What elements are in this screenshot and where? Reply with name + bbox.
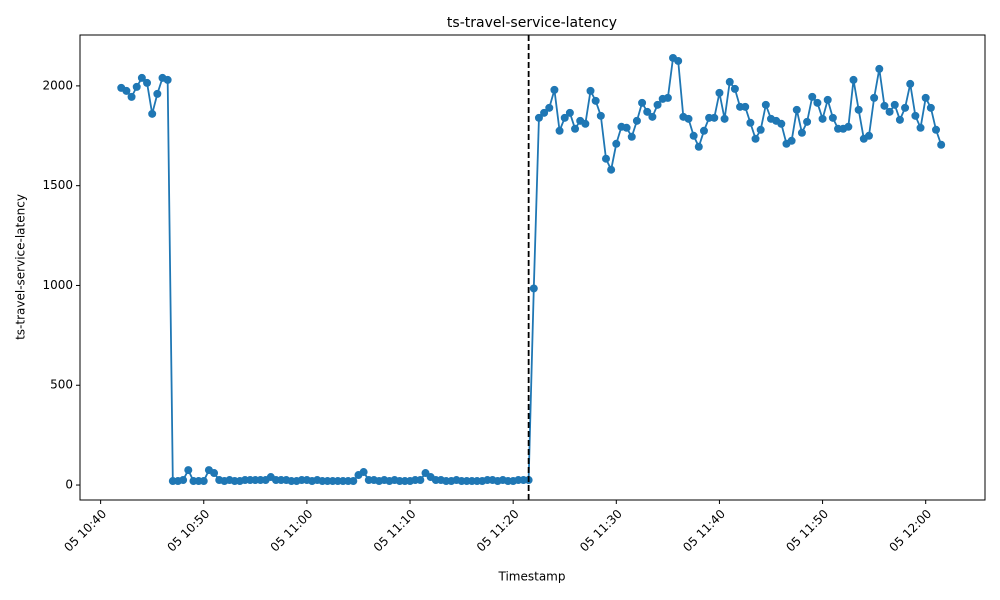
data-point xyxy=(586,86,595,95)
data-point xyxy=(179,476,188,485)
plot-frame xyxy=(79,34,986,501)
data-point xyxy=(741,102,750,111)
data-point xyxy=(674,56,683,65)
data-point xyxy=(901,103,910,112)
data-point xyxy=(756,125,765,134)
data-point xyxy=(937,140,946,149)
data-point xyxy=(153,89,162,98)
data-point xyxy=(596,111,605,120)
data-point xyxy=(184,466,193,475)
data-point xyxy=(545,103,554,112)
data-point xyxy=(880,101,889,110)
data-point xyxy=(854,105,863,114)
data-point xyxy=(849,75,858,84)
y-tick-label: 1000 xyxy=(42,278,73,292)
data-point xyxy=(803,117,812,126)
data-point xyxy=(761,100,770,109)
data-point xyxy=(540,108,549,117)
data-point xyxy=(199,477,208,486)
data-point xyxy=(565,108,574,117)
data-point xyxy=(210,469,219,478)
data-point xyxy=(581,119,590,128)
data-point xyxy=(875,64,884,73)
data-point xyxy=(601,154,610,163)
data-point xyxy=(932,125,941,134)
data-point xyxy=(607,165,616,174)
data-point xyxy=(751,134,760,143)
data-point xyxy=(870,93,879,102)
data-point xyxy=(730,84,739,93)
data-point xyxy=(921,93,930,102)
data-point xyxy=(653,100,662,109)
data-point xyxy=(137,73,146,82)
data-point xyxy=(416,476,425,485)
data-point xyxy=(143,78,152,87)
data-point xyxy=(890,100,899,109)
y-tick-label: 1500 xyxy=(42,178,73,192)
y-axis-label: ts-travel-service-latency xyxy=(14,194,28,340)
data-point xyxy=(911,111,920,120)
data-point xyxy=(684,114,693,123)
data-point xyxy=(529,284,538,293)
data-point xyxy=(725,77,734,86)
data-point xyxy=(163,75,172,84)
data-point xyxy=(359,468,368,477)
chart-title: ts-travel-service-latency xyxy=(447,15,617,31)
data-point xyxy=(813,98,822,107)
data-point xyxy=(823,95,832,104)
data-point xyxy=(828,113,837,122)
data-point xyxy=(612,139,621,148)
data-point xyxy=(787,136,796,145)
data-point xyxy=(627,132,636,141)
data-point xyxy=(349,477,358,486)
data-point xyxy=(694,142,703,151)
data-point xyxy=(715,88,724,97)
data-point xyxy=(844,122,853,131)
data-point xyxy=(560,113,569,122)
data-point xyxy=(643,107,652,116)
data-point xyxy=(663,93,672,102)
data-point xyxy=(797,128,806,137)
data-point xyxy=(638,98,647,107)
data-point xyxy=(916,123,925,132)
y-tick-label: 2000 xyxy=(42,78,73,92)
data-point xyxy=(648,112,657,121)
data-point xyxy=(699,126,708,135)
data-point xyxy=(534,113,543,122)
data-point xyxy=(895,115,904,124)
data-point xyxy=(818,114,827,123)
data-point xyxy=(148,109,157,118)
data-point xyxy=(792,105,801,114)
data-point xyxy=(710,113,719,122)
y-tick-label: 0 xyxy=(65,478,73,492)
data-point xyxy=(591,96,600,105)
data-point xyxy=(906,79,915,88)
data-point xyxy=(555,126,564,135)
data-point xyxy=(885,107,894,116)
data-point xyxy=(689,131,698,140)
data-point xyxy=(864,131,873,140)
data-point xyxy=(926,103,935,112)
data-point xyxy=(127,92,136,101)
data-point xyxy=(122,86,131,95)
data-point xyxy=(622,123,631,132)
data-point xyxy=(132,82,141,91)
data-point xyxy=(808,92,817,101)
x-axis-label: Timestamp xyxy=(498,570,566,584)
data-point xyxy=(632,116,641,125)
data-point xyxy=(550,85,559,94)
data-point xyxy=(571,124,580,133)
data-point xyxy=(746,118,755,127)
data-point xyxy=(720,114,729,123)
y-tick-label: 500 xyxy=(50,378,73,392)
data-point xyxy=(777,119,786,128)
